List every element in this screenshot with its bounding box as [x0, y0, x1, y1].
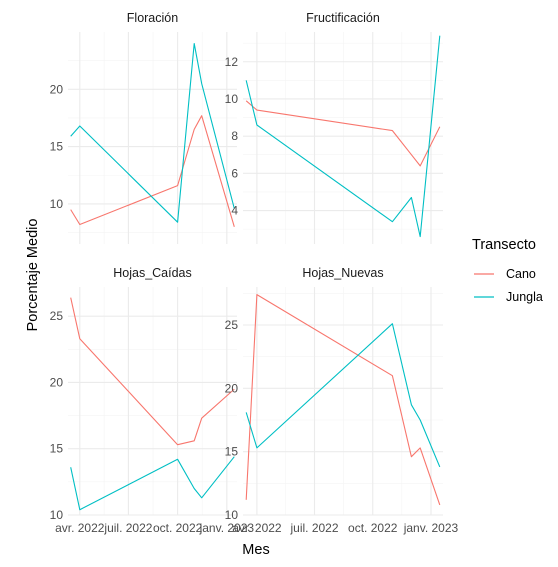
- series-line-cano: [70, 297, 235, 446]
- y-tick-label: 25: [225, 318, 239, 332]
- y-tick-label: 25: [50, 309, 64, 323]
- series-line-cano: [245, 294, 441, 506]
- y-tick-label: 20: [50, 82, 64, 96]
- y-tick-label: 10: [225, 92, 239, 106]
- panel-title: Hojas_Nuevas: [302, 266, 383, 280]
- y-tick-label: 15: [50, 442, 64, 456]
- x-tick-label: oct. 2022: [348, 521, 398, 535]
- panels-layer: Floración 10 15 20 Fructificación 4 6 8 10 12 Hoja…: [50, 11, 459, 535]
- y-tick-label: 20: [225, 381, 239, 395]
- x-tick-label: juil. 2022: [289, 521, 338, 535]
- y-tick-label: 15: [50, 140, 64, 154]
- x-tick-label: avr. 2022: [55, 521, 105, 535]
- panel-background: [68, 287, 237, 515]
- x-tick-label: oct. 2022: [153, 521, 203, 535]
- legend-label-jungla: Jungla: [506, 290, 543, 304]
- y-tick-label: 12: [225, 55, 239, 69]
- panel-hojas-nuevas: Hojas_Nuevas 10 15 20 25 avr. 2022 juil. 2022 o…: [225, 266, 459, 535]
- series-line-cano: [245, 100, 441, 167]
- y-tick-label: 8: [231, 129, 238, 143]
- x-tick-label: janv. 2023: [199, 521, 255, 535]
- y-axis-title: Porcentaje Medio: [25, 219, 41, 332]
- y-tick-label: 10: [50, 197, 64, 211]
- y-tick-label: 4: [231, 204, 238, 218]
- y-tick-label: 6: [231, 166, 238, 180]
- panel-title: Floración: [127, 11, 178, 25]
- y-tick-label: 15: [225, 445, 239, 459]
- legend-item-cano: Cano: [474, 267, 536, 281]
- x-tick-label: juil. 2022: [103, 521, 152, 535]
- legend-items: Cano Jungla: [474, 267, 543, 304]
- legend-item-jungla: Jungla: [474, 290, 543, 304]
- x-axis-title: Mes: [242, 542, 269, 558]
- panel-background: [68, 32, 237, 244]
- panel-fructificacion: Fructificación 4 6 8 10 12: [225, 11, 443, 244]
- panel-background: [243, 32, 443, 244]
- series-line-jungla: [245, 323, 441, 468]
- series-line-jungla: [245, 35, 441, 238]
- x-tick-label: avr. 2022: [232, 521, 282, 535]
- panel-floracion: Floración 10 15 20: [50, 11, 237, 244]
- series-line-jungla: [70, 42, 235, 223]
- x-tick-label: janv. 2023: [403, 521, 459, 535]
- y-tick-label: 10: [50, 508, 64, 522]
- series-line-jungla: [70, 456, 235, 511]
- panel-background: [243, 287, 443, 515]
- panel-title: Hojas_Caídas: [113, 266, 192, 280]
- legend: Transecto Cano Jungla: [472, 237, 543, 304]
- y-tick-label: 20: [50, 375, 64, 389]
- series-line-cano: [70, 115, 235, 227]
- legend-label-cano: Cano: [506, 267, 536, 281]
- legend-title: Transecto: [472, 237, 536, 253]
- y-tick-label: 10: [225, 508, 239, 522]
- panel-hojas-caidas: Hojas_Caídas 10 15 20 25 avr. 2022 juil. 2022 o…: [50, 266, 255, 535]
- panel-title: Fructificación: [306, 11, 380, 25]
